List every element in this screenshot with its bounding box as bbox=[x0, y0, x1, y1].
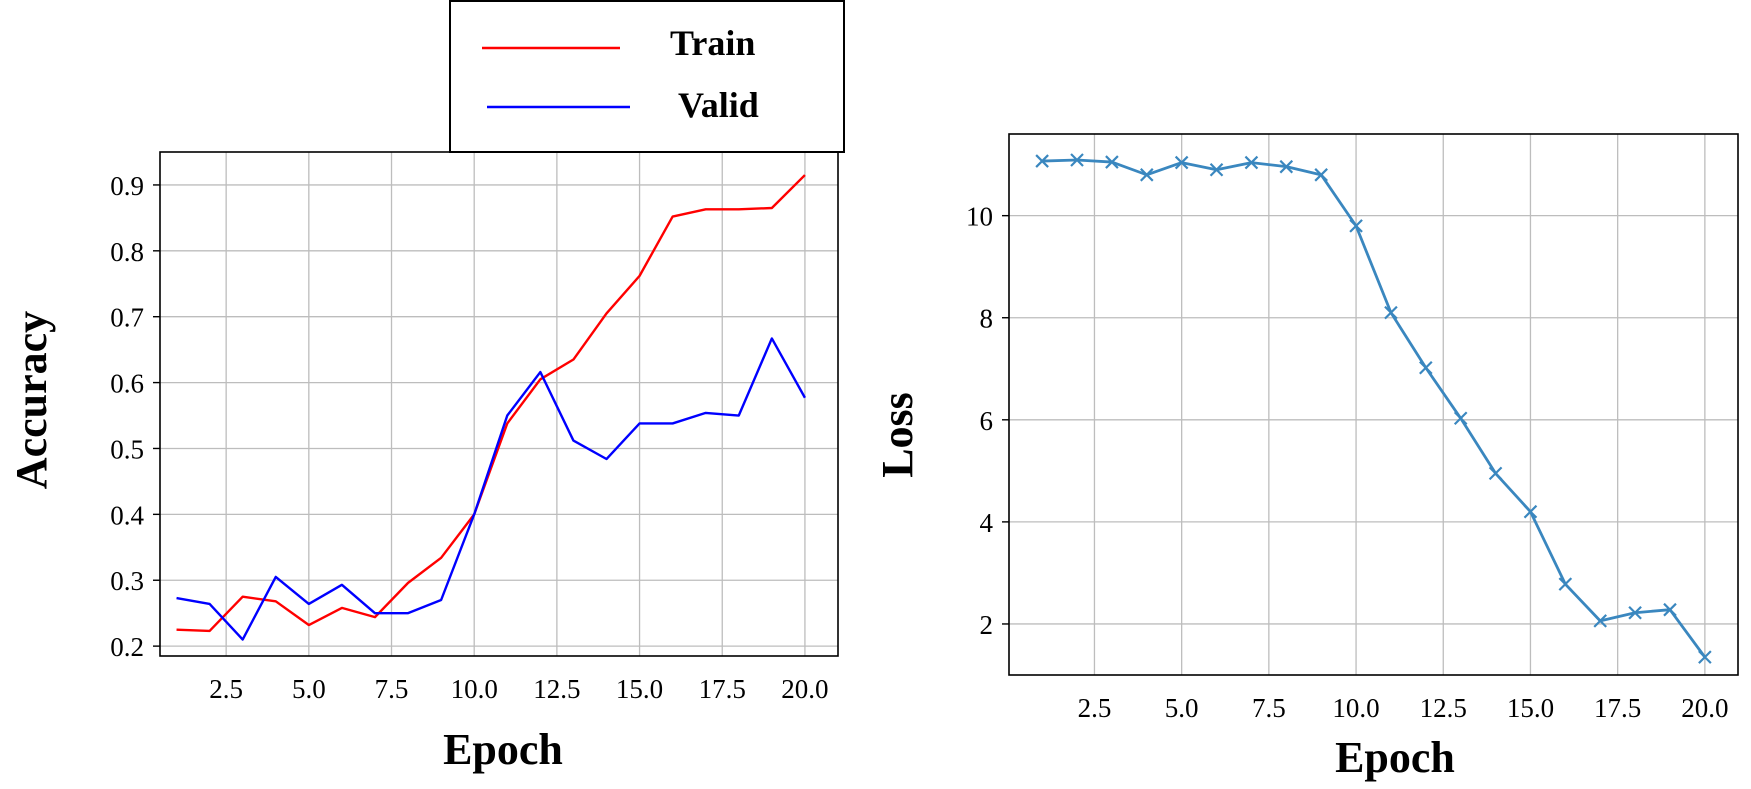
loss-y-tick-label: 8 bbox=[980, 304, 994, 334]
accuracy-x-axis-title: Epoch bbox=[443, 725, 563, 774]
loss-point bbox=[1174, 155, 1189, 170]
loss-x-tick-label: 7.5 bbox=[1252, 693, 1286, 723]
accuracy-x-tick-label: 20.0 bbox=[781, 674, 828, 704]
loss-chart: 2.5 5.0 7.5 10.0 12.5 15.0 17.5 20.0 2 4 6 8 10 Epo… bbox=[873, 133, 1739, 782]
accuracy-y-tick-label: 0.2 bbox=[110, 632, 144, 662]
loss-x-tick-label: 10.0 bbox=[1332, 693, 1379, 723]
loss-point bbox=[1628, 605, 1642, 620]
loss-point bbox=[1139, 168, 1154, 182]
accuracy-legend: Train Valid bbox=[449, 0, 845, 153]
loss-y-tick-label: 10 bbox=[966, 202, 993, 232]
accuracy-y-tick-label: 0.3 bbox=[110, 566, 144, 596]
legend-box bbox=[449, 0, 845, 153]
loss-point bbox=[1593, 614, 1608, 628]
accuracy-x-ticks: 2.5 5.0 7.5 10.0 12.5 15.0 17.5 20.0 bbox=[209, 674, 828, 704]
loss-point bbox=[1384, 305, 1398, 320]
accuracy-x-tick-label: 10.0 bbox=[451, 674, 498, 704]
loss-point bbox=[1035, 154, 1049, 168]
loss-x-tick-label: 5.0 bbox=[1165, 693, 1199, 723]
loss-plot-frame bbox=[1008, 133, 1739, 676]
accuracy-grid bbox=[160, 152, 838, 656]
loss-x-ticks: 2.5 5.0 7.5 10.0 12.5 15.0 17.5 20.0 bbox=[1078, 693, 1729, 723]
loss-point bbox=[1698, 650, 1712, 664]
loss-x-tick-label: 2.5 bbox=[1078, 693, 1112, 723]
accuracy-y-tick-label: 0.7 bbox=[110, 303, 144, 333]
legend-label-train: Train bbox=[670, 23, 755, 63]
loss-y-tick-label: 4 bbox=[980, 508, 994, 538]
loss-series bbox=[1035, 153, 1712, 664]
loss-point bbox=[1523, 504, 1538, 519]
accuracy-series bbox=[176, 174, 806, 641]
loss-y-ticks: 2 4 6 8 10 bbox=[966, 202, 1009, 640]
loss-point bbox=[1663, 602, 1677, 617]
accuracy-x-tick-label: 7.5 bbox=[375, 674, 409, 704]
loss-x-tick-label: 15.0 bbox=[1507, 693, 1554, 723]
loss-y-tick-label: 2 bbox=[980, 610, 994, 640]
loss-point bbox=[1558, 577, 1573, 591]
loss-point bbox=[1070, 153, 1084, 167]
accuracy-x-tick-label: 17.5 bbox=[699, 674, 746, 704]
loss-point bbox=[1453, 411, 1468, 426]
loss-point bbox=[1244, 155, 1259, 170]
accuracy-y-tick-label: 0.4 bbox=[110, 500, 144, 530]
loss-x-tick-label: 12.5 bbox=[1420, 693, 1467, 723]
loss-point bbox=[1279, 159, 1294, 174]
accuracy-y-tick-label: 0.6 bbox=[110, 369, 144, 399]
accuracy-y-axis-title: Accuracy bbox=[7, 311, 56, 489]
accuracy-x-tick-label: 5.0 bbox=[292, 674, 326, 704]
loss-grid bbox=[1009, 134, 1738, 675]
accuracy-y-tick-label: 0.5 bbox=[110, 434, 144, 464]
accuracy-y-ticks: 0.2 0.3 0.4 0.5 0.6 0.7 0.8 0.9 bbox=[110, 171, 160, 662]
loss-point bbox=[1349, 219, 1363, 233]
loss-y-axis-title: Loss bbox=[873, 392, 922, 478]
valid-line bbox=[176, 337, 806, 641]
loss-point bbox=[1314, 168, 1328, 182]
accuracy-chart: 2.5 5.0 7.5 10.0 12.5 15.0 17.5 20.0 0.20.30.40… bbox=[7, 0, 845, 774]
loss-x-axis-title: Epoch bbox=[1335, 733, 1455, 782]
accuracy-x-tick-label: 2.5 bbox=[209, 674, 243, 704]
accuracy-y-tick-label: 0.8 bbox=[110, 237, 144, 267]
loss-point bbox=[1488, 466, 1503, 481]
accuracy-y-tick-label: 0.9 bbox=[110, 171, 144, 201]
legend-label-valid: Valid bbox=[678, 85, 759, 125]
loss-point bbox=[1209, 162, 1224, 177]
accuracy-x-tick-label: 12.5 bbox=[533, 674, 580, 704]
loss-point bbox=[1419, 360, 1433, 375]
loss-x-tick-label: 20.0 bbox=[1681, 693, 1728, 723]
loss-point bbox=[1105, 155, 1119, 169]
train-line bbox=[176, 174, 806, 633]
accuracy-x-tick-label: 15.0 bbox=[616, 674, 663, 704]
loss-x-tick-label: 17.5 bbox=[1594, 693, 1641, 723]
loss-y-tick-label: 6 bbox=[980, 406, 994, 436]
